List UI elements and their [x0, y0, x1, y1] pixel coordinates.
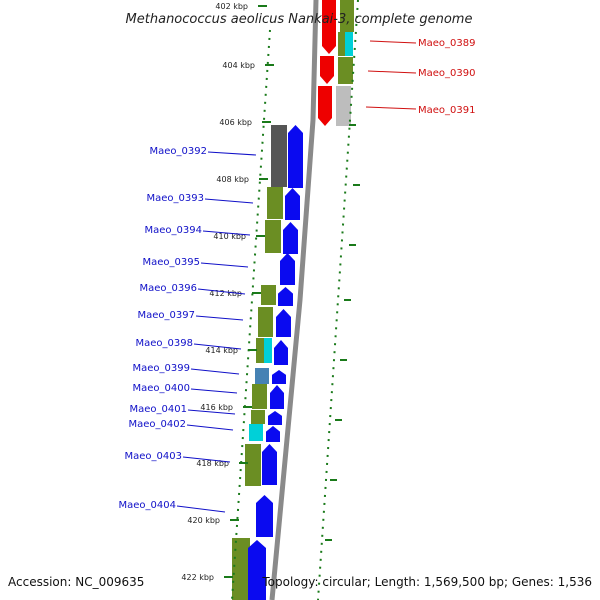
cog-band-layer — [232, 0, 354, 600]
cog-band — [264, 338, 272, 363]
gene-arrow-Maeo_0399[interactable] — [272, 370, 286, 384]
gene-arrow-Maeo_0390[interactable] — [320, 56, 334, 84]
leader-line — [190, 368, 240, 375]
gene-label-Maeo_0389[interactable]: Maeo_0389 — [418, 38, 475, 49]
gene-label-Maeo_0404[interactable]: Maeo_0404 — [119, 500, 176, 511]
gene-label-Maeo_0401[interactable]: Maeo_0401 — [130, 404, 187, 415]
leader-line — [187, 409, 236, 415]
gene-label-Maeo_0390[interactable]: Maeo_0390 — [418, 68, 475, 79]
cog-band — [267, 187, 283, 219]
cog-band — [271, 125, 287, 187]
gene-arrow-Maeo_0391[interactable] — [318, 86, 332, 126]
kbp-label: 408 kbp — [216, 175, 249, 184]
kbp-label: 418 kbp — [196, 459, 229, 468]
backbone-line — [269, 0, 319, 600]
gene-label-Maeo_0392[interactable]: Maeo_0392 — [150, 146, 207, 157]
gene-label-Maeo_0396[interactable]: Maeo_0396 — [140, 283, 197, 294]
kbp-label: 402 kbp — [215, 2, 248, 11]
kbp-label: 420 kbp — [187, 516, 220, 525]
gene-label-Maeo_0393[interactable]: Maeo_0393 — [147, 193, 204, 204]
scale-dots-layer — [224, 0, 360, 600]
leader-line — [182, 456, 231, 463]
cog-band — [252, 384, 267, 409]
leader-line — [186, 424, 234, 431]
cog-band — [251, 410, 265, 424]
gene-arrow-Maeo_0389[interactable] — [322, 0, 336, 54]
cog-band — [338, 57, 353, 84]
cog-band — [340, 0, 354, 32]
gene-arrow-Maeo_0398[interactable] — [274, 340, 288, 365]
gene-label-Maeo_0395[interactable]: Maeo_0395 — [143, 257, 200, 268]
gene-arrow-Maeo_0401[interactable] — [268, 411, 282, 425]
cog-band — [245, 444, 261, 486]
gene-label-Maeo_0403[interactable]: Maeo_0403 — [125, 451, 182, 462]
gene-label-Maeo_0391[interactable]: Maeo_0391 — [418, 105, 475, 116]
gene-arrow-Maeo_0403[interactable] — [262, 444, 277, 485]
gene-arrow-Maeo_0402[interactable] — [266, 426, 280, 442]
cog-band — [249, 424, 263, 441]
cog-band — [261, 285, 276, 305]
gene-arrow-Maeo_0393[interactable] — [285, 188, 300, 220]
gene-label-Maeo_0400[interactable]: Maeo_0400 — [133, 383, 190, 394]
gene-label-Maeo_0402[interactable]: Maeo_0402 — [129, 419, 186, 430]
gene-arrow-partial[interactable] — [248, 540, 266, 600]
accession-text: Accession: NC_009635 — [8, 575, 144, 589]
gene-label-Maeo_0398[interactable]: Maeo_0398 — [136, 338, 193, 349]
kbp-label: 414 kbp — [205, 346, 238, 355]
leader-line — [197, 288, 246, 295]
cog-band — [232, 538, 250, 600]
label-layer: 402 kbp 404 kbp 406 kbp 408 kbp 410 kbp 412 k… — [119, 2, 476, 582]
leader-line — [193, 343, 242, 350]
kbp-label: 410 kbp — [213, 232, 246, 241]
genome-title: Methanococcus aeolicus Nankai-3, complet… — [126, 12, 473, 27]
gene-arrow-layer[interactable] — [248, 0, 336, 600]
gene-label-Maeo_0397[interactable]: Maeo_0397 — [138, 310, 195, 321]
gene-arrow-Maeo_0394[interactable] — [283, 222, 298, 254]
topology-text: Topology: circular; Length: 1,569,500 bp… — [261, 575, 592, 589]
gene-label-Maeo_0399[interactable]: Maeo_0399 — [133, 363, 190, 374]
cog-band — [338, 32, 345, 56]
gene-arrow-Maeo_0392[interactable] — [288, 125, 303, 188]
gene-arrow-Maeo_0395[interactable] — [280, 253, 295, 285]
gene-arrow-Maeo_0397[interactable] — [276, 309, 291, 337]
kbp-label: 404 kbp — [222, 61, 255, 70]
genome-backbone — [269, 0, 319, 600]
cog-band — [256, 338, 265, 363]
gene-arrow-Maeo_0400[interactable] — [270, 385, 284, 409]
leader-line — [202, 230, 251, 236]
gene-label-Maeo_0394[interactable]: Maeo_0394 — [145, 225, 202, 236]
kbp-label: 422 kbp — [181, 573, 214, 582]
cog-band — [255, 368, 269, 384]
cog-band — [336, 86, 351, 126]
leader-line — [195, 315, 244, 321]
kbp-label: 406 kbp — [219, 118, 252, 127]
leader-line — [190, 388, 238, 394]
leader-line — [207, 151, 257, 156]
leader-line — [367, 70, 417, 74]
leader-line — [200, 262, 249, 268]
kbp-label: 412 kbp — [209, 289, 242, 298]
leader-line — [365, 106, 417, 110]
gene-arrow-Maeo_0396[interactable] — [278, 287, 293, 306]
cog-band — [345, 32, 353, 56]
leader-line — [369, 40, 417, 44]
kbp-label: 416 kbp — [200, 403, 233, 412]
cog-band — [265, 220, 281, 253]
gene-arrow-Maeo_0404[interactable] — [256, 495, 273, 537]
leader-line — [176, 505, 226, 513]
leader-line — [204, 198, 254, 204]
cog-band — [258, 307, 273, 337]
